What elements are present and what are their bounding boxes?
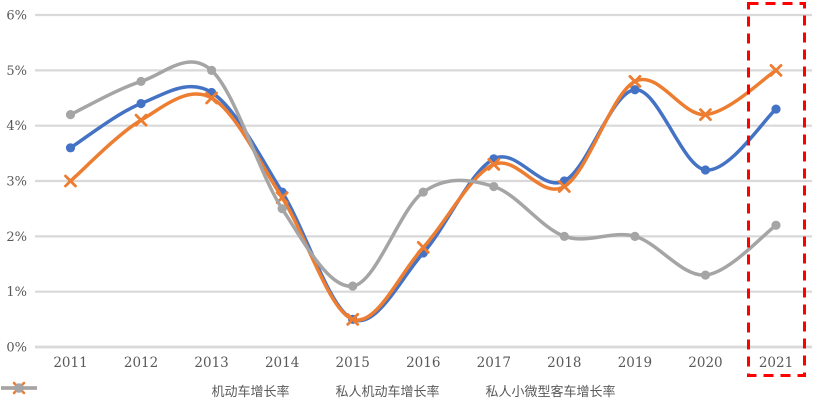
series-0-marker-2019 [630, 85, 640, 95]
series-1-marker-2020 [699, 108, 712, 122]
series-0-marker-2020 [700, 165, 711, 175]
x-tick-label-2014: 2014 [265, 355, 299, 371]
series-2-marker-2019 [630, 231, 640, 241]
series-1-marker-2015 [346, 312, 360, 326]
y-tick-label-4%: 4% [6, 119, 27, 134]
legend-item-0: 机动车增长率 [1, 381, 290, 400]
legend-item-1: 私人机动车增长率 [1, 381, 440, 400]
x-tick-label-2013: 2013 [194, 355, 228, 371]
series-2-marker-2014 [277, 204, 287, 214]
legend-label-1: 私人机动车增长率 [335, 385, 440, 400]
series-line-2 [68, 60, 778, 288]
x-tick-label-2017: 2017 [477, 355, 511, 371]
series-1-marker-2021 [769, 63, 783, 77]
series-2-marker-2015 [348, 281, 358, 291]
series-1-marker-2012 [134, 113, 148, 127]
series-0-marker-2011 [65, 143, 76, 153]
x-tick-label-2011: 2011 [53, 355, 87, 371]
legend: 机动车增长率 私人机动车增长率 私人小微型客车增长率 [0, 381, 827, 400]
series-2-marker-2017 [489, 181, 499, 192]
legend-label-0: 机动车增长率 [211, 385, 290, 400]
series-1-marker-2011 [64, 174, 77, 188]
series-1-marker-2017 [487, 158, 501, 171]
x-tick-label-2015: 2015 [336, 355, 370, 371]
legend-circle-marker-icon [1, 383, 37, 393]
legend-item-2: 私人小微型客车增长率 [1, 381, 616, 400]
x-tick-label-2019: 2019 [618, 355, 652, 371]
series-0-marker-2021 [771, 104, 781, 114]
series-1-marker-2018 [557, 180, 571, 193]
x-tick-label-2012: 2012 [124, 355, 158, 371]
y-tick-label-5%: 5% [6, 64, 27, 79]
x-tick-label-2016: 2016 [406, 355, 440, 371]
series-2-marker-2013 [207, 65, 217, 75]
x-tick-label-2020: 2020 [688, 355, 722, 371]
series-1-marker-2019 [628, 75, 642, 88]
series-2-marker-2011 [65, 110, 76, 120]
y-tick-label-2%: 2% [6, 230, 27, 245]
x-tick-label-2018: 2018 [547, 355, 581, 371]
y-tick-label-1%: 1% [6, 285, 27, 300]
highlight-box-2021 [747, 2, 806, 377]
series-line-0 [68, 84, 778, 323]
series-1-marker-2013 [205, 91, 218, 105]
x-tick-label-2021: 2021 [759, 355, 793, 371]
series-0-marker-2012 [136, 98, 146, 109]
legend-label-2: 私人小微型客车增长率 [485, 385, 616, 400]
series-2-marker-2021 [771, 220, 781, 230]
series-2-marker-2020 [700, 270, 711, 280]
series-2-marker-2016 [418, 187, 428, 197]
y-tick-label-0%: 0% [6, 341, 27, 356]
series-2-marker-2018 [559, 231, 569, 241]
series-2-marker-2012 [136, 76, 146, 87]
y-tick-label-3%: 3% [6, 175, 27, 190]
series-1-marker-2016 [416, 241, 430, 254]
y-tick-label-6%: 6% [6, 9, 27, 24]
